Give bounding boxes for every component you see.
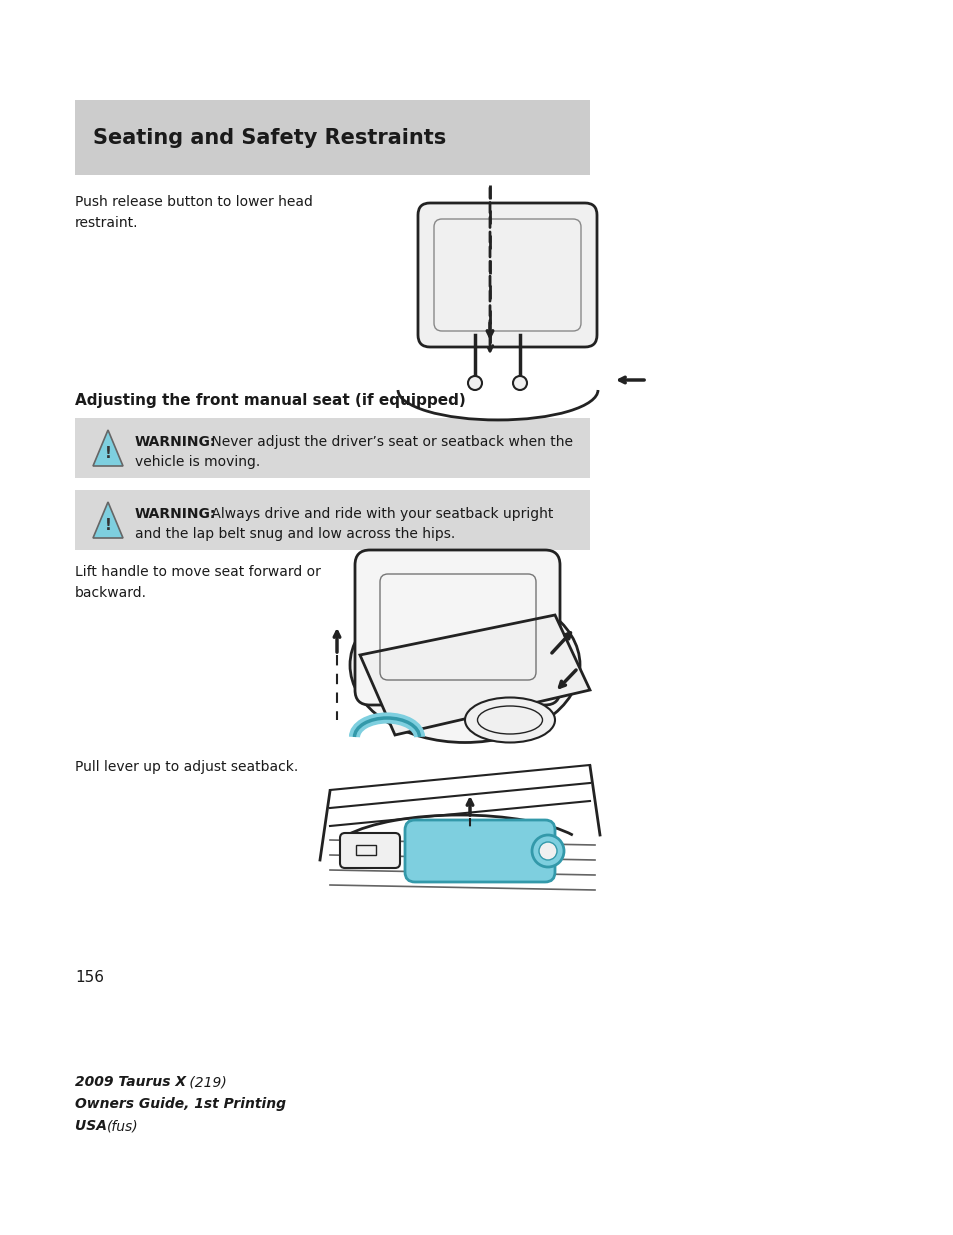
Text: vehicle is moving.: vehicle is moving. — [135, 454, 260, 469]
Text: 2009 Taurus X: 2009 Taurus X — [75, 1074, 186, 1089]
Text: USA: USA — [75, 1119, 112, 1132]
Text: 156: 156 — [75, 969, 104, 986]
Bar — [75, 417, 589, 478]
Ellipse shape — [464, 698, 555, 742]
Polygon shape — [92, 430, 123, 466]
Text: and the lap belt snug and low across the hips.: and the lap belt snug and low across the… — [135, 527, 455, 541]
FancyBboxPatch shape — [339, 832, 399, 868]
Text: Seating and Safety Restraints: Seating and Safety Restraints — [92, 127, 446, 147]
Circle shape — [532, 835, 563, 867]
Text: Always drive and ride with your seatback upright: Always drive and ride with your seatback… — [207, 508, 553, 521]
Circle shape — [538, 842, 557, 860]
Circle shape — [468, 375, 481, 390]
Bar — [75, 490, 589, 550]
Text: Push release button to lower head
restraint.: Push release button to lower head restra… — [75, 195, 313, 230]
Text: Lift handle to move seat forward or
backward.: Lift handle to move seat forward or back… — [75, 564, 320, 600]
Bar — [75, 100, 589, 175]
Text: (219): (219) — [185, 1074, 227, 1089]
Text: WARNING:: WARNING: — [135, 508, 216, 521]
Text: WARNING:: WARNING: — [135, 435, 216, 450]
Text: Owners Guide, 1st Printing: Owners Guide, 1st Printing — [75, 1097, 286, 1112]
Text: !: ! — [105, 446, 112, 461]
Text: !: ! — [105, 517, 112, 532]
Polygon shape — [359, 615, 589, 735]
Bar — [355, 845, 375, 855]
Polygon shape — [92, 501, 123, 538]
Text: (fus): (fus) — [107, 1119, 138, 1132]
Text: Pull lever up to adjust seatback.: Pull lever up to adjust seatback. — [75, 760, 298, 774]
Text: Never adjust the driver’s seat or seatback when the: Never adjust the driver’s seat or seatba… — [207, 435, 573, 450]
Circle shape — [513, 375, 526, 390]
Text: Adjusting the front manual seat (if equipped): Adjusting the front manual seat (if equi… — [75, 393, 465, 408]
FancyBboxPatch shape — [417, 203, 597, 347]
FancyBboxPatch shape — [405, 820, 555, 882]
Ellipse shape — [350, 588, 579, 742]
FancyBboxPatch shape — [355, 550, 559, 705]
